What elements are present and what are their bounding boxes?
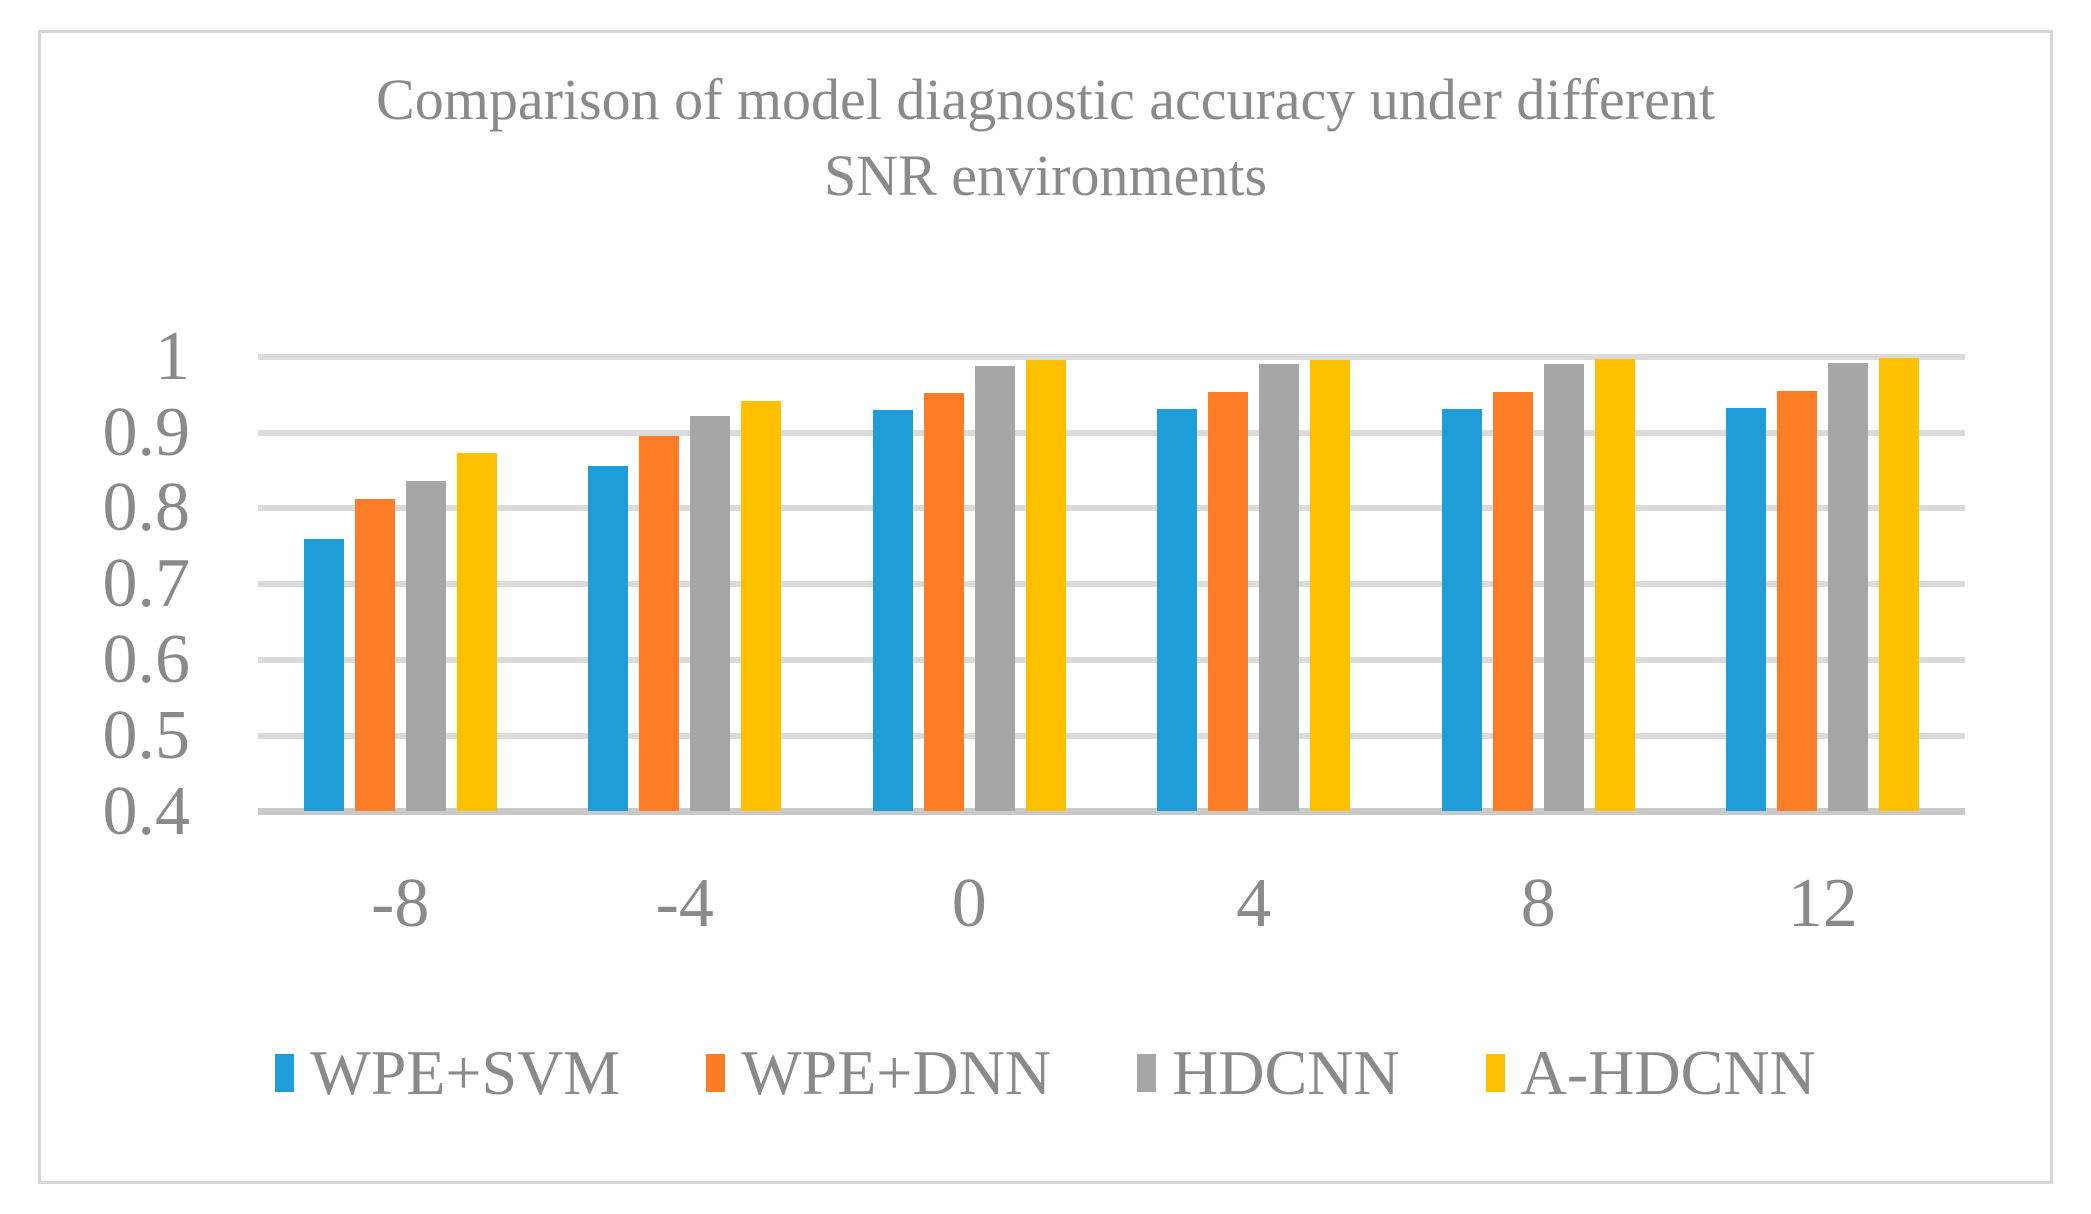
hdcnn-bar bbox=[1828, 362, 1869, 811]
y-tick-label: 0.7 bbox=[102, 545, 191, 623]
x-tick-label: 12 bbox=[1787, 865, 1858, 942]
legend-label: HDCNN bbox=[1172, 1037, 1400, 1108]
y-tick-label: 0.8 bbox=[102, 469, 191, 547]
wpe-dnn-bar bbox=[1492, 391, 1533, 811]
legend-swatch bbox=[275, 1054, 295, 1093]
a-hdcnn-bar bbox=[1025, 360, 1066, 811]
wpe-dnn-bar bbox=[923, 393, 964, 811]
wpe-svm-bar bbox=[1726, 408, 1767, 811]
wpe-svm-bar bbox=[1157, 409, 1198, 811]
legend-label: A-HDCNN bbox=[1520, 1037, 1816, 1108]
gridline bbox=[258, 732, 1965, 739]
wpe-dnn-bar bbox=[354, 499, 395, 811]
legend-swatch bbox=[1137, 1054, 1157, 1093]
chart-title-line-2: SNR environments bbox=[823, 143, 1268, 208]
legend-item: HDCNN bbox=[1137, 1037, 1400, 1108]
x-tick-label: 8 bbox=[1520, 865, 1556, 942]
hdcnn-bar bbox=[974, 365, 1015, 811]
wpe-svm-bar bbox=[872, 409, 913, 811]
chart-legend: WPE+SVM WPE+DNN HDCNN A-HDCNN bbox=[0, 1037, 2091, 1108]
a-hdcnn-bar bbox=[1594, 358, 1635, 811]
x-tick-label: 0 bbox=[951, 865, 987, 942]
legend-label: WPE+DNN bbox=[741, 1037, 1052, 1108]
gridline bbox=[258, 656, 1965, 663]
legend-swatch bbox=[706, 1054, 726, 1093]
legend-item: A-HDCNN bbox=[1485, 1037, 1816, 1108]
a-hdcnn-bar bbox=[1879, 358, 1920, 811]
legend-swatch bbox=[1485, 1054, 1505, 1093]
a-hdcnn-bar bbox=[1310, 359, 1351, 811]
wpe-dnn-bar bbox=[1208, 392, 1249, 811]
y-tick-label: 0.4 bbox=[102, 772, 191, 850]
y-tick-label: 1 bbox=[155, 317, 190, 395]
wpe-svm-bar bbox=[303, 538, 344, 811]
a-hdcnn-bar bbox=[456, 452, 497, 811]
legend-item: WPE+DNN bbox=[706, 1037, 1052, 1108]
gridline bbox=[258, 429, 1965, 436]
legend-item: WPE+SVM bbox=[275, 1037, 621, 1108]
y-tick-label: 0.6 bbox=[102, 620, 191, 698]
x-tick-label: -8 bbox=[371, 865, 430, 942]
wpe-dnn-bar bbox=[1777, 390, 1818, 811]
hdcnn-bar bbox=[690, 415, 731, 811]
wpe-dnn-bar bbox=[639, 435, 680, 811]
wpe-svm-bar bbox=[588, 465, 629, 811]
a-hdcnn-bar bbox=[741, 400, 782, 811]
x-tick-label: -4 bbox=[655, 865, 714, 942]
hdcnn-bar bbox=[405, 481, 446, 811]
x-tick-label: 4 bbox=[1236, 865, 1272, 942]
y-tick-label: 0.9 bbox=[102, 393, 191, 471]
gridline bbox=[258, 581, 1965, 588]
chart-title: Comparison of model diagnostic accuracy … bbox=[141, 62, 1950, 214]
x-axis-line bbox=[258, 808, 1965, 815]
hdcnn-bar bbox=[1543, 364, 1584, 811]
legend-label: WPE+SVM bbox=[310, 1037, 621, 1108]
gridline bbox=[258, 353, 1965, 360]
chart-title-line-1: Comparison of model diagnostic accuracy … bbox=[376, 67, 1715, 132]
hdcnn-bar bbox=[1259, 364, 1300, 811]
gridline bbox=[258, 505, 1965, 512]
y-tick-label: 0.5 bbox=[102, 696, 191, 774]
wpe-svm-bar bbox=[1441, 409, 1482, 811]
